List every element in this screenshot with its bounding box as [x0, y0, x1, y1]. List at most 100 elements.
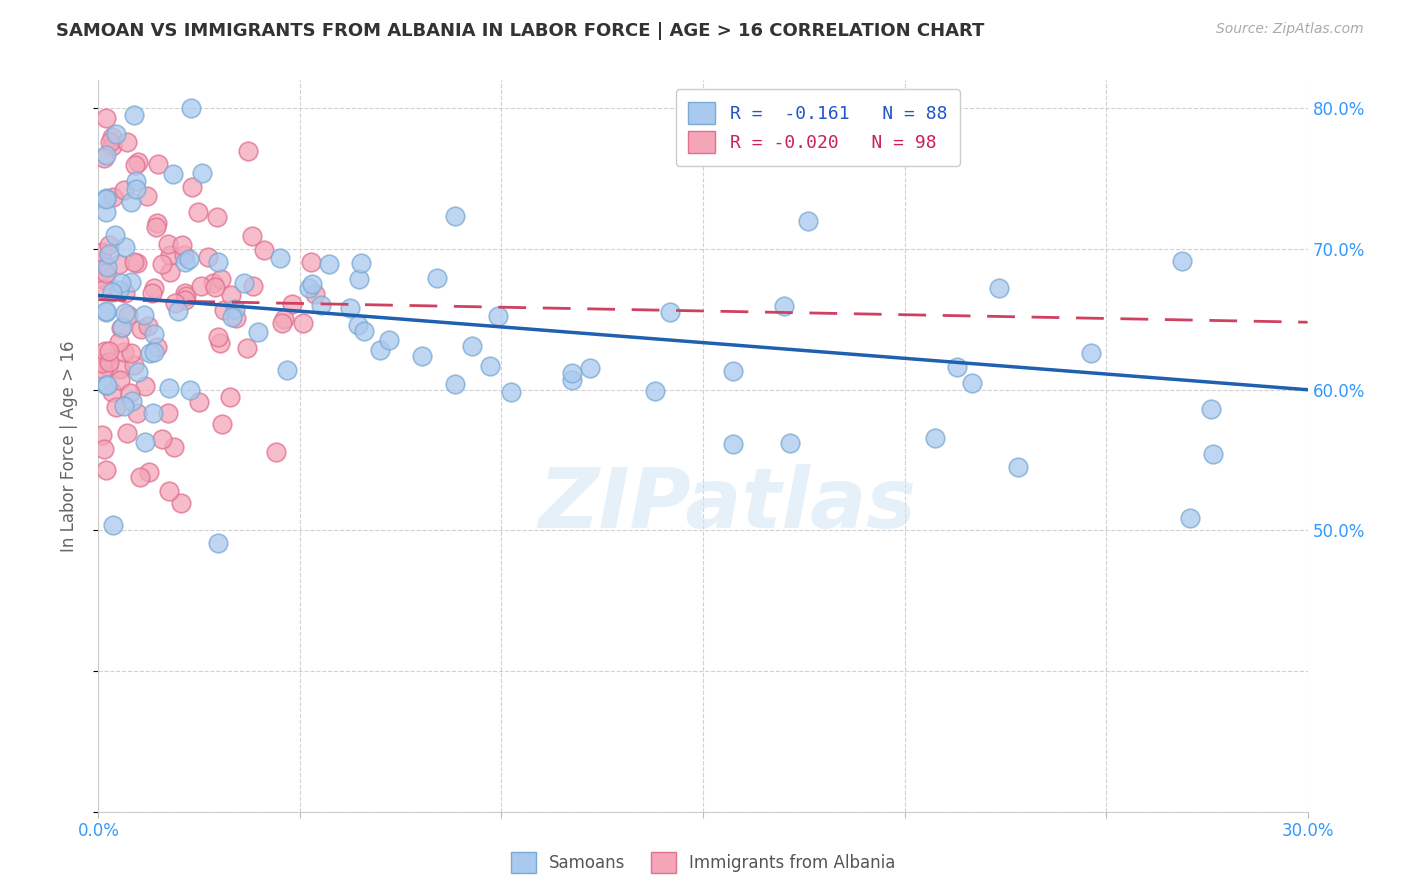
- Point: [134, 435, 156, 450]
- Point: [159, 248, 181, 262]
- Point: [370, 343, 392, 357]
- Point: [246, 325, 269, 339]
- Point: [91, 244, 114, 259]
- Point: [98, 135, 121, 149]
- Point: [501, 385, 523, 400]
- Point: [1007, 459, 1029, 474]
- Point: [143, 344, 166, 359]
- Point: [205, 210, 228, 224]
- Point: [281, 296, 304, 310]
- Point: [138, 465, 160, 479]
- Point: [180, 102, 202, 116]
- Point: [104, 227, 127, 242]
- Point: [209, 272, 232, 286]
- Point: [93, 151, 115, 165]
- Point: [143, 326, 166, 341]
- Point: [946, 359, 969, 374]
- Point: [174, 289, 197, 303]
- Point: [347, 271, 370, 285]
- Point: [339, 301, 361, 316]
- Point: [157, 407, 180, 421]
- Point: [561, 366, 583, 380]
- Point: [579, 360, 602, 375]
- Y-axis label: In Labor Force | Age > 16: In Labor Force | Age > 16: [59, 340, 77, 552]
- Point: [350, 255, 373, 269]
- Point: [157, 381, 180, 395]
- Point: [148, 157, 170, 171]
- Point: [115, 425, 138, 440]
- Point: [157, 484, 180, 499]
- Point: [240, 228, 263, 243]
- Point: [159, 265, 181, 279]
- Point: [273, 312, 295, 326]
- Point: [124, 108, 146, 122]
- Point: [225, 311, 247, 326]
- Point: [299, 255, 322, 269]
- Point: [378, 333, 401, 347]
- Point: [162, 440, 184, 454]
- Point: [120, 346, 142, 360]
- Point: [101, 518, 124, 533]
- Point: [444, 209, 467, 223]
- Point: [96, 148, 118, 162]
- Point: [142, 406, 165, 420]
- Point: [131, 322, 153, 336]
- Point: [98, 247, 121, 261]
- Point: [204, 280, 226, 294]
- Point: [353, 324, 375, 338]
- Point: [301, 277, 323, 292]
- Point: [1202, 447, 1225, 461]
- Point: [172, 238, 194, 252]
- Point: [207, 330, 229, 344]
- Point: [411, 349, 433, 363]
- Point: [1180, 511, 1202, 525]
- Point: [242, 279, 264, 293]
- Point: [207, 536, 229, 550]
- Point: [173, 248, 195, 262]
- Point: [98, 355, 121, 369]
- Point: [773, 299, 796, 313]
- Point: [114, 240, 136, 254]
- Point: [233, 276, 256, 290]
- Point: [174, 285, 197, 300]
- Point: [124, 158, 146, 172]
- Point: [125, 406, 148, 420]
- Point: [236, 341, 259, 355]
- Point: [96, 191, 118, 205]
- Point: [112, 345, 135, 359]
- Point: [91, 356, 114, 370]
- Point: [145, 220, 167, 235]
- Point: [110, 321, 132, 335]
- Point: [721, 364, 744, 378]
- Point: [207, 255, 229, 269]
- Point: [163, 296, 186, 310]
- Point: [779, 436, 801, 450]
- Point: [110, 276, 132, 290]
- Point: [127, 155, 149, 169]
- Point: [426, 271, 449, 285]
- Point: [212, 303, 235, 318]
- Point: [96, 377, 118, 392]
- Point: [271, 316, 294, 330]
- Point: [298, 281, 321, 295]
- Point: [93, 282, 115, 296]
- Point: [150, 432, 173, 446]
- Point: [114, 306, 136, 320]
- Point: [187, 204, 209, 219]
- Point: [91, 256, 114, 270]
- Point: [162, 167, 184, 181]
- Point: [224, 302, 246, 317]
- Point: [101, 139, 124, 153]
- Point: [173, 254, 195, 268]
- Point: [202, 276, 225, 290]
- Point: [179, 384, 201, 398]
- Point: [219, 390, 242, 404]
- Point: [264, 445, 287, 459]
- Point: [318, 257, 340, 271]
- Point: [117, 309, 139, 323]
- Point: [797, 213, 820, 227]
- Point: [98, 344, 121, 359]
- Point: [108, 362, 131, 376]
- Point: [107, 335, 129, 350]
- Point: [94, 112, 117, 126]
